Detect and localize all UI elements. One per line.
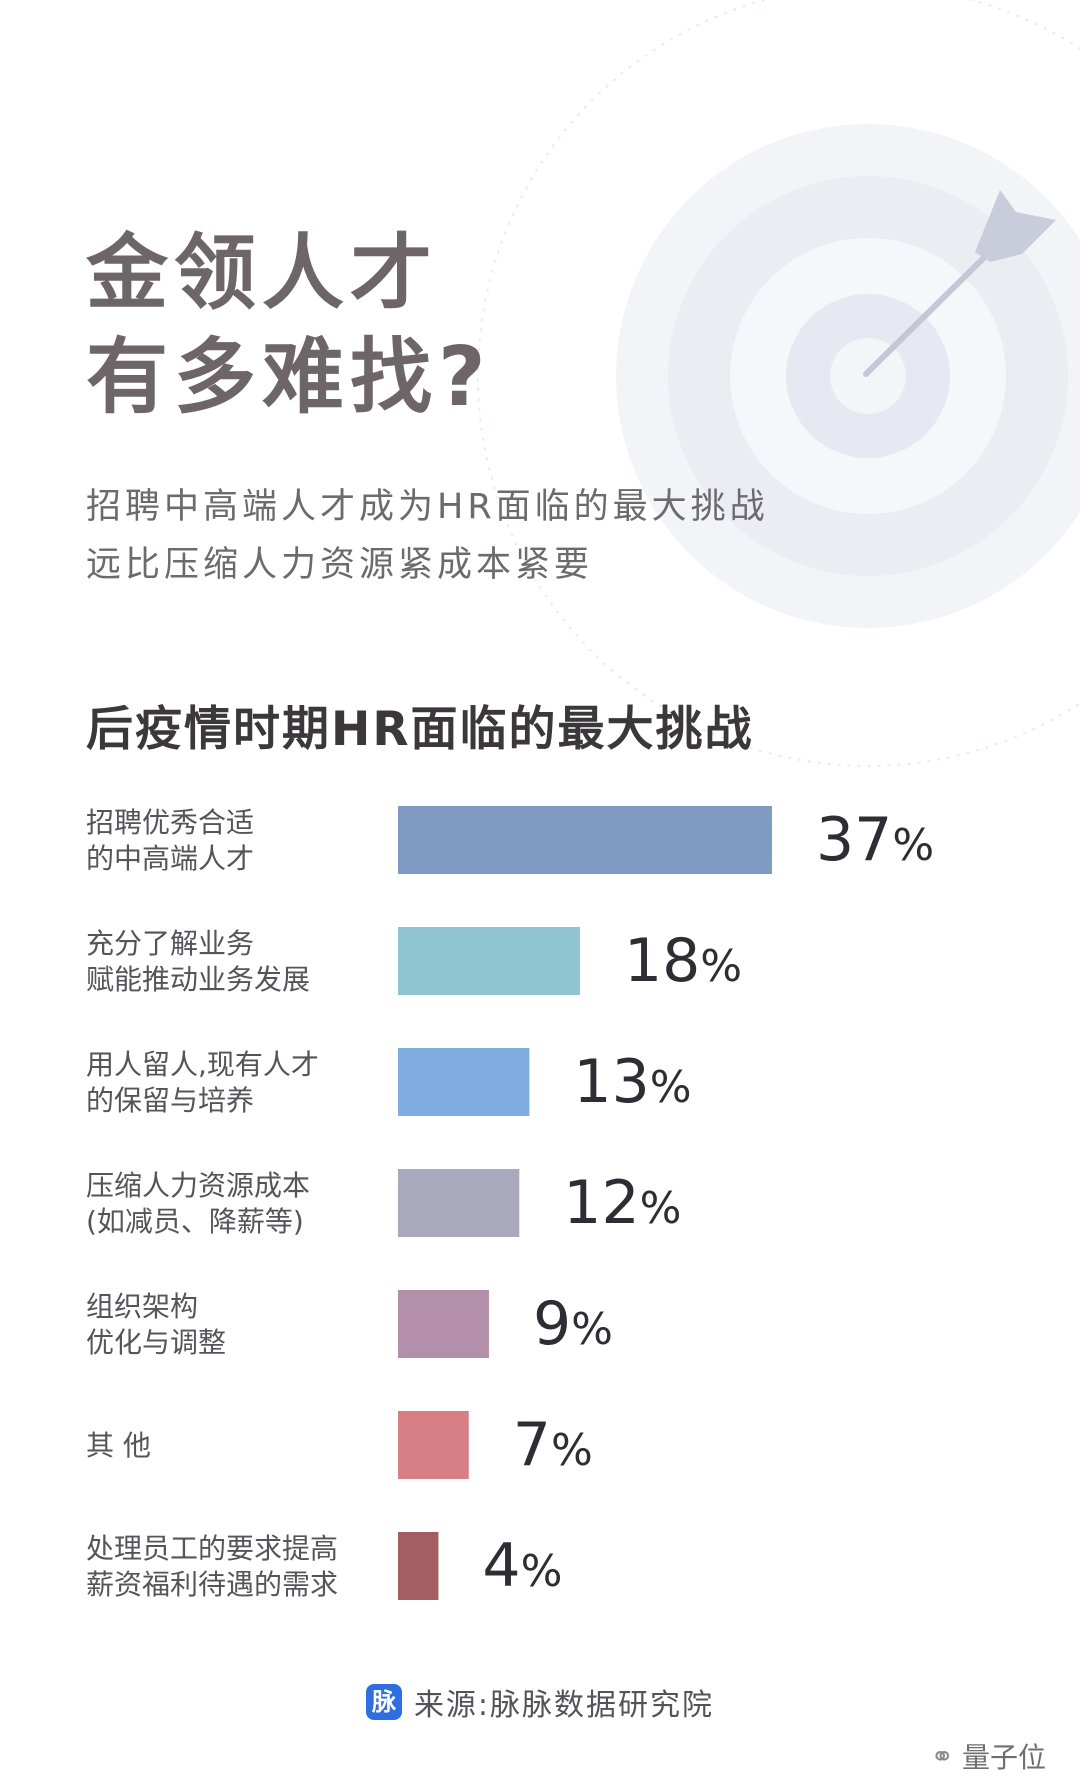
category-label-line: 赋能推动业务发展 bbox=[86, 963, 310, 996]
category-label-line: 处理员工的要求提高 bbox=[86, 1532, 338, 1565]
bar bbox=[398, 927, 580, 995]
category-label: 压缩人力资源成本(如减员、降薪等) bbox=[86, 1169, 310, 1238]
subtitle-line-2: 远比压缩人力资源紧成本紧要 bbox=[86, 545, 594, 585]
value-label: 18% bbox=[624, 926, 742, 996]
category-label: 招聘优秀合适的中高端人才 bbox=[86, 806, 254, 875]
category-label-line: 其 他 bbox=[86, 1429, 151, 1462]
category-label-line: 充分了解业务 bbox=[86, 927, 254, 960]
watermark-text: 量子位 bbox=[961, 1741, 1046, 1774]
bar bbox=[398, 806, 772, 874]
wechat-icon: ⚭ bbox=[930, 1739, 954, 1773]
category-label: 处理员工的要求提高薪资福利待遇的需求 bbox=[86, 1532, 338, 1601]
category-label: 充分了解业务赋能推动业务发展 bbox=[86, 927, 310, 996]
category-label-line: 优化与调整 bbox=[86, 1326, 226, 1359]
subtitle: 招聘中高端人才成为HR面临的最大挑战 远比压缩人力资源紧成本紧要 bbox=[86, 478, 769, 594]
maimai-logo-icon: 脉 bbox=[365, 1684, 402, 1720]
category-label-line: 用人留人,现有人才 bbox=[86, 1048, 319, 1081]
value-label: 12% bbox=[563, 1168, 681, 1238]
source-text: 来源:脉脉数据研究院 bbox=[413, 1688, 715, 1723]
headline-line-1: 金领人才 bbox=[86, 226, 439, 321]
watermark: ⚭ 量子位 bbox=[931, 1736, 1046, 1776]
value-label: 7% bbox=[513, 1410, 593, 1480]
value-label: 37% bbox=[816, 805, 934, 875]
chart-title: 后疫情时期HR面临的最大挑战 bbox=[86, 702, 754, 757]
arrow-fletching bbox=[975, 190, 1056, 262]
subtitle-line-1: 招聘中高端人才成为HR面临的最大挑战 bbox=[86, 487, 769, 527]
value-label: 4% bbox=[482, 1531, 562, 1601]
category-label: 其 他 bbox=[86, 1429, 151, 1462]
category-label: 用人留人,现有人才的保留与培养 bbox=[86, 1048, 319, 1117]
bar bbox=[398, 1169, 520, 1237]
bar bbox=[398, 1532, 439, 1600]
value-label: 13% bbox=[573, 1047, 691, 1117]
category-label-line: (如减员、降薪等) bbox=[86, 1205, 304, 1238]
bar bbox=[398, 1048, 530, 1116]
target-dotted-ring bbox=[477, 0, 1080, 767]
bar bbox=[398, 1411, 469, 1479]
category-label-line: 招聘优秀合适 bbox=[86, 806, 254, 839]
category-label-line: 薪资福利待遇的需求 bbox=[86, 1568, 338, 1601]
category-label: 组织架构优化与调整 bbox=[86, 1290, 226, 1359]
value-label: 9% bbox=[533, 1289, 613, 1359]
category-label-line: 压缩人力资源成本 bbox=[86, 1169, 310, 1202]
category-label-line: 组织架构 bbox=[86, 1290, 198, 1323]
footer: 脉 来源:脉脉数据研究院 bbox=[0, 1680, 1080, 1724]
category-label-line: 的中高端人才 bbox=[86, 842, 254, 875]
headline: 金领人才 有多难找? bbox=[86, 222, 492, 430]
headline-line-2: 有多难找? bbox=[86, 330, 492, 425]
bar bbox=[398, 1290, 489, 1358]
category-label-line: 的保留与培养 bbox=[86, 1084, 254, 1117]
